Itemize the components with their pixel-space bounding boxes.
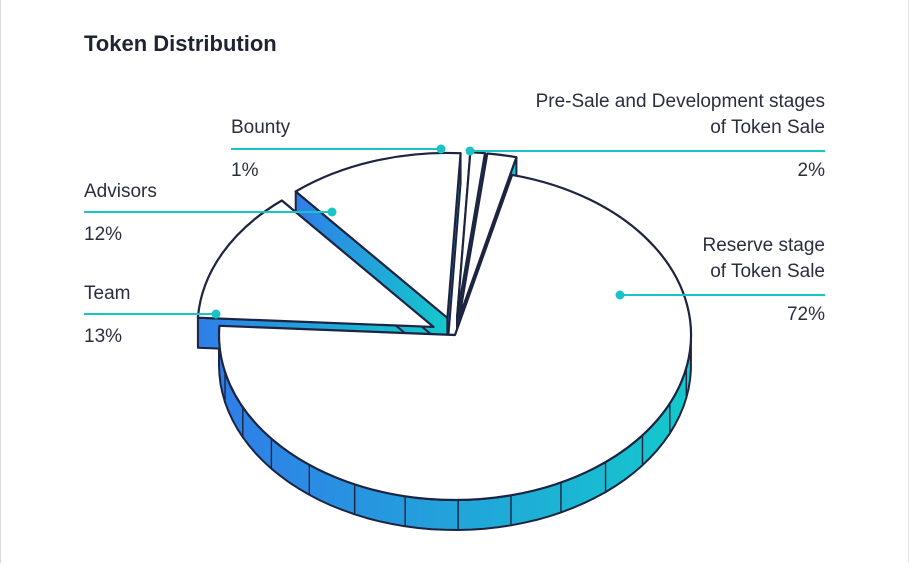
label-bounty-name: Bounty [231,117,291,138]
leader-line-reserve [615,290,825,300]
label-advisors-value: 12% [84,224,123,245]
slice-reserve [217,173,693,502]
label-reserve: Reserve stage of Token Sale 72% [702,233,825,328]
leader-line-presale [465,146,825,156]
leader-line-advisors [84,207,337,217]
label-presale: Pre-Sale and Development stages of Token… [536,89,825,184]
label-team-name: Team [84,283,131,304]
label-reserve-value: 72% [786,304,825,325]
label-team: Team 13% [84,281,130,350]
slice-presale [458,152,518,319]
label-presale-value: 2% [797,160,825,181]
slice-advisors [294,151,462,320]
label-bounty-value: 1% [231,160,259,181]
label-presale-name-line2: of Token Sale [710,117,825,138]
slice-team [196,199,435,329]
label-advisors: Advisors 12% [84,179,157,248]
leader-line-team [84,309,221,319]
leader-line-bounty [231,144,446,154]
label-presale-name-line1: Pre-Sale and Development stages [535,91,825,112]
label-reserve-name-line1: Reserve stage [702,235,825,256]
label-reserve-name-line2: of Token Sale [710,261,825,282]
label-advisors-name: Advisors [84,181,157,202]
label-team-value: 13% [84,326,123,347]
chart-title: Token Distribution [84,31,277,56]
label-bounty: Bounty 1% [231,115,290,184]
